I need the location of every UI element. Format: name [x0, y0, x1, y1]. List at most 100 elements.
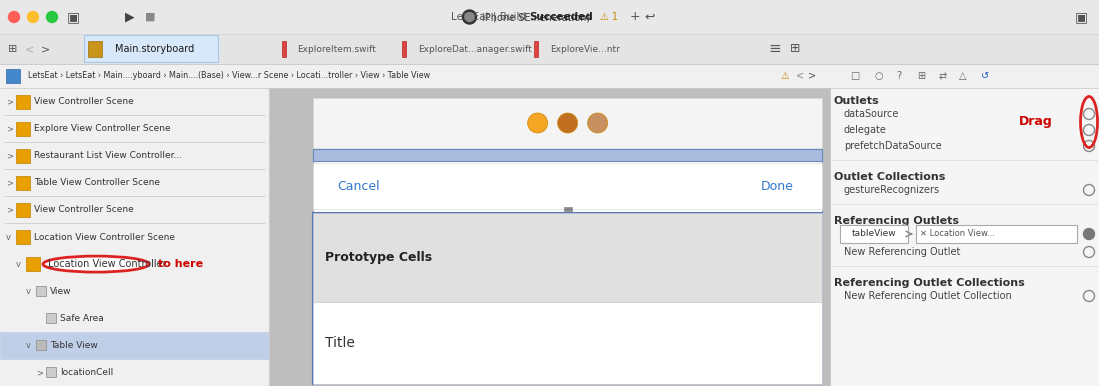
Text: locationCell: locationCell	[60, 368, 113, 377]
Bar	[313, 302, 822, 384]
Text: ○: ○	[875, 71, 884, 81]
Text: ?: ?	[897, 71, 901, 81]
Text: prefetchDataSource: prefetchDataSource	[844, 141, 942, 151]
Text: New Referencing Outlet Collection: New Referencing Outlet Collection	[844, 291, 1011, 301]
Bar	[313, 98, 822, 384]
Text: LetsEat › LetsEat › Main....yboard › Main....(Base) › View...r Scene › Locati...: LetsEat › LetsEat › Main....yboard › Mai…	[27, 71, 430, 81]
Bar	[915, 225, 1077, 243]
Text: Succeeded: Succeeded	[530, 12, 593, 22]
Ellipse shape	[43, 256, 149, 272]
Text: >: >	[5, 178, 13, 187]
Circle shape	[46, 12, 57, 22]
Bar	[313, 149, 822, 161]
Text: to here: to here	[158, 259, 203, 269]
Text: tableView: tableView	[852, 230, 896, 239]
Bar	[564, 207, 571, 211]
Text: Restaurant List View Controller...: Restaurant List View Controller...	[34, 151, 182, 160]
Text: ExploreItem.swift: ExploreItem.swift	[298, 44, 377, 54]
Text: ⚠: ⚠	[780, 71, 789, 81]
Text: ▣: ▣	[66, 10, 79, 24]
Text: <: <	[796, 71, 803, 81]
Bar	[0, 0, 1099, 34]
Text: v: v	[5, 232, 11, 242]
Text: >: >	[5, 205, 13, 214]
Text: Referencing Outlet Collections: Referencing Outlet Collections	[834, 278, 1024, 288]
Circle shape	[465, 12, 474, 22]
Text: Prototype Cells: Prototype Cells	[325, 251, 432, 264]
Text: ↩: ↩	[644, 10, 655, 24]
Text: v: v	[26, 341, 31, 350]
Text: ExploreVie...ntr: ExploreVie...ntr	[551, 44, 620, 54]
Bar	[402, 41, 407, 57]
Text: ▶: ▶	[125, 10, 135, 24]
Bar	[16, 230, 30, 244]
Text: Outlet Collections: Outlet Collections	[834, 172, 945, 182]
Text: iPhone SE...eneration): iPhone SE...eneration)	[481, 12, 590, 22]
Bar	[16, 95, 30, 108]
Bar	[281, 41, 286, 57]
Text: Location View Controller: Location View Controller	[48, 259, 167, 269]
Text: Referencing Outlets: Referencing Outlets	[834, 216, 958, 226]
Circle shape	[463, 10, 477, 24]
Bar	[46, 313, 56, 323]
Text: Table View: Table View	[49, 341, 98, 350]
Text: delegate: delegate	[844, 125, 887, 135]
Text: >: >	[808, 71, 815, 81]
Text: Table View Controller Scene: Table View Controller Scene	[34, 178, 160, 187]
Bar	[313, 213, 822, 384]
Text: dataSource: dataSource	[844, 109, 899, 119]
Text: ■: ■	[145, 12, 155, 22]
Bar	[36, 340, 46, 350]
Bar	[5, 69, 20, 83]
Text: △: △	[959, 71, 966, 81]
Bar	[0, 34, 1099, 64]
Circle shape	[27, 12, 38, 22]
Text: Outlets: Outlets	[834, 96, 879, 106]
Text: ⊞: ⊞	[8, 44, 18, 54]
Text: ✕ Location View...: ✕ Location View...	[920, 230, 995, 239]
Circle shape	[588, 113, 608, 133]
Text: Main.storyboard: Main.storyboard	[115, 44, 195, 54]
Bar	[269, 88, 830, 386]
Bar	[840, 225, 908, 243]
Bar	[16, 203, 30, 217]
Text: >: >	[36, 368, 43, 377]
Text: View Controller Scene: View Controller Scene	[34, 97, 134, 106]
Bar	[16, 176, 30, 190]
Text: >: >	[5, 124, 13, 133]
Bar	[830, 88, 1099, 386]
Text: +: +	[630, 10, 640, 24]
Bar	[88, 41, 101, 57]
Bar	[16, 122, 30, 135]
Text: Location View Controller Scene: Location View Controller Scene	[34, 232, 175, 242]
Text: View: View	[49, 287, 71, 296]
Bar	[313, 98, 822, 148]
Text: ↺: ↺	[980, 71, 989, 81]
Text: Cancel: Cancel	[337, 179, 379, 193]
Text: Safe Area: Safe Area	[60, 314, 103, 323]
Text: New Referencing Outlet: New Referencing Outlet	[844, 247, 961, 257]
Bar	[36, 286, 46, 296]
Text: ⊞: ⊞	[917, 71, 925, 81]
Bar	[26, 257, 40, 271]
Text: ⊞: ⊞	[789, 42, 800, 56]
Text: >: >	[5, 97, 13, 106]
Bar	[534, 41, 539, 57]
Bar	[0, 332, 269, 359]
Text: Title: Title	[325, 336, 355, 350]
Text: v: v	[26, 287, 31, 296]
Text: gestureRecognizers: gestureRecognizers	[844, 185, 940, 195]
Circle shape	[557, 113, 578, 133]
Bar	[313, 213, 822, 302]
Text: ⇄: ⇄	[939, 71, 947, 81]
Bar	[84, 35, 218, 62]
Text: ≡: ≡	[768, 42, 781, 56]
Text: View Controller Scene: View Controller Scene	[34, 205, 134, 214]
Text: ExploreDat...anager.swift: ExploreDat...anager.swift	[419, 44, 532, 54]
Text: ⚠ 1: ⚠ 1	[600, 12, 619, 22]
Text: >: >	[5, 151, 13, 160]
Text: <: <	[25, 44, 35, 54]
Text: ▣: ▣	[1075, 10, 1088, 24]
Circle shape	[1084, 229, 1095, 239]
Text: >: >	[41, 44, 49, 54]
